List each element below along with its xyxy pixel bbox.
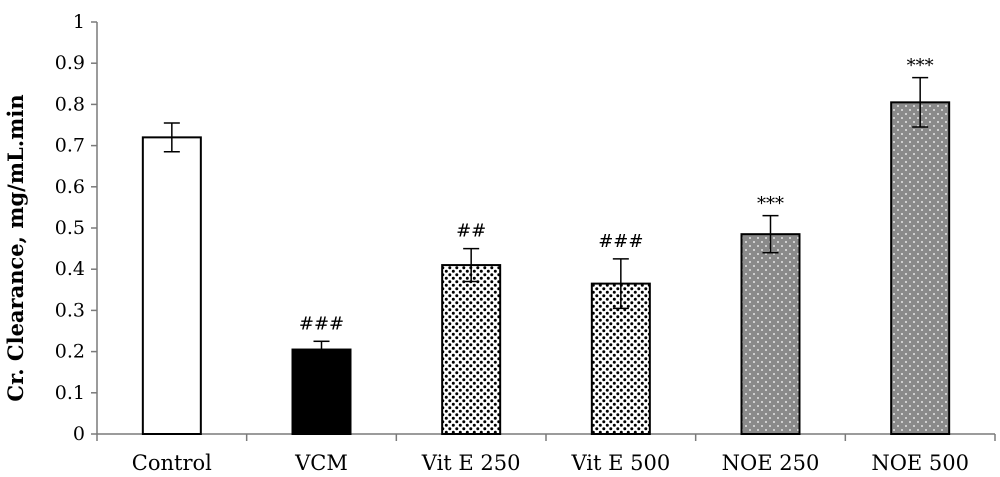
y-tick-label: 0.6 <box>55 176 85 198</box>
y-tick-label: 0.4 <box>55 258 85 280</box>
y-tick-label: 1 <box>73 11 85 33</box>
x-tick-label: Vit E 500 <box>570 451 670 475</box>
bar <box>740 233 801 435</box>
x-tick-label: NOE 500 <box>871 451 969 475</box>
y-tick-label: 0.9 <box>55 52 85 74</box>
significance-label: ## <box>456 221 486 242</box>
x-tick-label: VCM <box>294 451 348 475</box>
y-tick-label: 0.8 <box>55 93 85 115</box>
x-tick-label: Vit E 250 <box>421 451 521 475</box>
y-axis-title: Cr. Clearance, mg/mL.min <box>3 94 28 401</box>
x-tick-label: Control <box>132 451 212 475</box>
significance-label: ### <box>598 231 643 252</box>
y-tick-label: 0 <box>73 423 85 445</box>
y-tick-label: 0.2 <box>55 341 85 363</box>
significance-label: *** <box>757 194 784 215</box>
bar <box>291 348 352 436</box>
significance-label: *** <box>907 56 934 77</box>
x-axis: Control VCM Vit E 250 Vit E 500 NOE 250 NOE 5… <box>96 433 996 475</box>
y-tick-label: 0.1 <box>55 382 85 404</box>
bar-series: ##### ###****** <box>141 56 951 436</box>
y-tick-label: 0.5 <box>55 217 85 239</box>
significance-label: ### <box>299 313 344 334</box>
y-axis: 0 0.1 0.2 0.3 0.4 0.5 0.6 0.7 0.8 0.9 1 <box>55 11 98 445</box>
y-tick-label: 0.7 <box>55 135 85 157</box>
x-tick-label: NOE 250 <box>722 451 820 475</box>
bar <box>441 264 502 435</box>
bar <box>141 136 202 436</box>
y-tick-label: 0.3 <box>55 299 85 321</box>
bar <box>890 101 951 435</box>
